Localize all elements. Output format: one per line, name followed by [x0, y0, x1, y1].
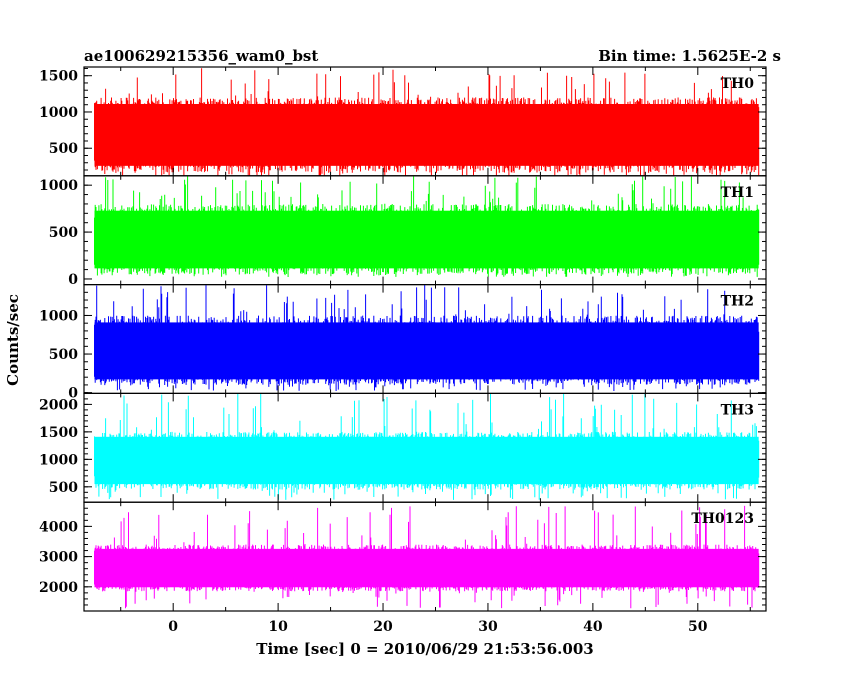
x-tick-label: 40	[583, 619, 603, 635]
series-th2-core	[94, 322, 759, 380]
y-tick-label: 500	[49, 480, 78, 496]
y-tick-label: 500	[49, 141, 78, 157]
y-tick-label: 1000	[39, 452, 78, 468]
y-tick-label: 2000	[39, 580, 78, 596]
panel-label-th3: TH3	[721, 402, 754, 418]
y-tick-label: 1000	[39, 308, 78, 324]
x-tick-label: 20	[373, 619, 393, 635]
x-axis-label: Time [sec] 0 = 2010/06/29 21:53:56.003	[256, 640, 593, 658]
y-tick-label: 4000	[39, 519, 78, 535]
x-tick-label: 30	[478, 619, 498, 635]
panel-label-th1: TH1	[721, 185, 754, 201]
y-tick-label: 0	[68, 272, 78, 288]
panel-th0123: 2000 3000 4000 TH0123	[39, 501, 767, 612]
panel-th1: 0 500 1000 TH1	[39, 175, 767, 288]
chart-title: ae100629215356_wam0_bst	[84, 47, 318, 65]
series-th1-core	[94, 210, 759, 269]
panel-label-th0123: TH0123	[691, 511, 754, 527]
y-tick-label: 1000	[39, 105, 78, 121]
y-tick-label: 1500	[39, 69, 78, 85]
y-tick-label: 500	[49, 225, 78, 241]
panel-th2: 0 500 1000 TH2	[39, 284, 767, 402]
y-tick-label: 0	[68, 386, 78, 402]
x-tick-label: 50	[688, 619, 708, 635]
series-th0-core	[94, 103, 759, 166]
y-tick-label: 500	[49, 347, 78, 363]
panel-th0: 500 1000 1500 TH0	[39, 66, 767, 177]
panel-label-th2: TH2	[721, 294, 754, 310]
x-tick-label: 0	[168, 619, 178, 635]
y-tick-label: 1000	[39, 178, 78, 194]
y-tick-label: 2000	[39, 397, 78, 413]
panel-label-th0: TH0	[721, 76, 755, 92]
y-axis-label: Counts/sec	[4, 294, 22, 386]
series-th0123-core	[94, 548, 759, 588]
panel-th3: 500 1000 1500 2000 TH3	[39, 392, 767, 503]
bin-time-label: Bin time: 1.5625E-2 s	[598, 47, 781, 65]
series-th3-core	[94, 436, 759, 485]
y-tick-label: 1500	[39, 425, 78, 441]
y-tick-label: 3000	[39, 550, 78, 566]
x-tick-label: 10	[268, 619, 288, 635]
